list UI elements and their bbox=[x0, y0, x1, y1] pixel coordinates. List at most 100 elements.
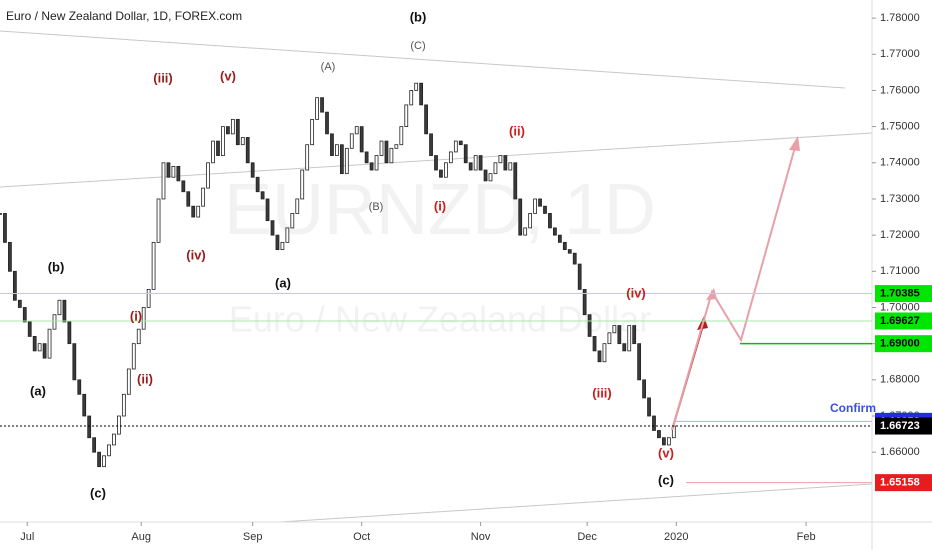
price-tag bbox=[875, 312, 932, 330]
candle bbox=[498, 155, 503, 164]
candle bbox=[493, 162, 498, 175]
wave-label: (ii) bbox=[509, 123, 525, 138]
candle bbox=[305, 144, 310, 171]
candle bbox=[136, 328, 141, 345]
candle bbox=[394, 144, 399, 149]
candle bbox=[404, 104, 409, 128]
candle bbox=[339, 144, 344, 175]
candle bbox=[533, 198, 537, 214]
candle bbox=[102, 455, 106, 468]
candle bbox=[82, 393, 87, 417]
watermark-subtitle: Euro / New Zealand Dollar bbox=[229, 299, 651, 340]
x-tick-label: Jul bbox=[20, 531, 34, 543]
candle bbox=[221, 126, 225, 156]
candle bbox=[577, 263, 582, 290]
candle bbox=[473, 155, 478, 171]
candle bbox=[8, 241, 12, 272]
candle bbox=[528, 213, 533, 229]
y-tick-label: 1.74000 bbox=[880, 157, 920, 169]
candle bbox=[196, 205, 201, 218]
candle bbox=[290, 213, 295, 229]
candle bbox=[617, 325, 622, 345]
x-tick-label: 2020 bbox=[664, 531, 688, 543]
candle bbox=[335, 144, 339, 156]
price-tag-label: 1.69000 bbox=[880, 338, 920, 350]
candle bbox=[161, 162, 166, 200]
candle bbox=[47, 328, 52, 359]
candle bbox=[275, 234, 280, 251]
candle bbox=[349, 133, 354, 149]
candle bbox=[250, 162, 255, 178]
candle bbox=[37, 343, 42, 352]
wave-label: (i) bbox=[434, 198, 446, 213]
candle bbox=[310, 118, 315, 146]
candle bbox=[131, 343, 136, 370]
candle bbox=[260, 191, 265, 200]
candle bbox=[523, 227, 528, 236]
candle bbox=[22, 307, 27, 323]
candle bbox=[657, 430, 661, 439]
wave-label: (B) bbox=[369, 201, 384, 213]
price-tag bbox=[875, 417, 932, 435]
candle bbox=[562, 241, 567, 251]
wave-label: (a) bbox=[275, 275, 291, 290]
candle bbox=[364, 151, 369, 164]
candle bbox=[62, 299, 67, 323]
candle bbox=[325, 111, 329, 135]
candle bbox=[72, 343, 77, 381]
candle bbox=[518, 198, 523, 236]
candle bbox=[97, 451, 101, 468]
candle bbox=[295, 198, 300, 214]
x-tick-label: Feb bbox=[797, 531, 816, 543]
x-tick-label: Dec bbox=[577, 531, 597, 543]
candle bbox=[146, 288, 151, 308]
y-tick-label: 1.77000 bbox=[880, 48, 920, 60]
candle bbox=[240, 137, 245, 146]
wave-label: (A) bbox=[321, 61, 336, 73]
candle bbox=[77, 379, 82, 395]
y-tick-label: 1.75000 bbox=[880, 121, 920, 133]
y-tick-label: 1.72000 bbox=[880, 229, 920, 241]
candle bbox=[399, 126, 404, 146]
candle bbox=[666, 437, 671, 446]
candle bbox=[607, 332, 612, 345]
candle bbox=[230, 118, 235, 135]
candle bbox=[553, 227, 557, 236]
candle bbox=[87, 415, 92, 439]
price-tag bbox=[875, 335, 932, 353]
candle bbox=[647, 397, 651, 417]
candle bbox=[444, 162, 448, 178]
candle bbox=[17, 299, 22, 308]
candle bbox=[206, 162, 210, 189]
candle bbox=[226, 126, 230, 135]
wave-label: (iii) bbox=[153, 70, 173, 85]
candle bbox=[191, 205, 196, 218]
candle bbox=[235, 118, 240, 146]
candle bbox=[463, 144, 468, 164]
candle bbox=[320, 97, 324, 113]
candle bbox=[419, 82, 424, 106]
candle bbox=[176, 166, 181, 182]
candle bbox=[330, 133, 334, 156]
candle bbox=[597, 350, 602, 363]
arrow-head bbox=[789, 136, 800, 151]
x-tick-label: Nov bbox=[471, 531, 491, 543]
wave-label: (i) bbox=[130, 308, 142, 323]
candle bbox=[503, 155, 508, 171]
candle bbox=[117, 415, 121, 435]
candle bbox=[186, 191, 191, 207]
candle bbox=[359, 126, 364, 153]
candle bbox=[448, 151, 453, 164]
x-tick-label: Aug bbox=[131, 531, 151, 543]
x-tick-label: Sep bbox=[243, 531, 263, 543]
candle bbox=[513, 162, 518, 200]
candle bbox=[0, 213, 2, 215]
y-tick-label: 1.73000 bbox=[880, 193, 920, 205]
candle bbox=[429, 133, 433, 156]
candle bbox=[166, 162, 171, 178]
candle bbox=[582, 288, 587, 316]
candle bbox=[612, 325, 617, 334]
candle bbox=[538, 198, 542, 207]
candle bbox=[592, 336, 597, 352]
